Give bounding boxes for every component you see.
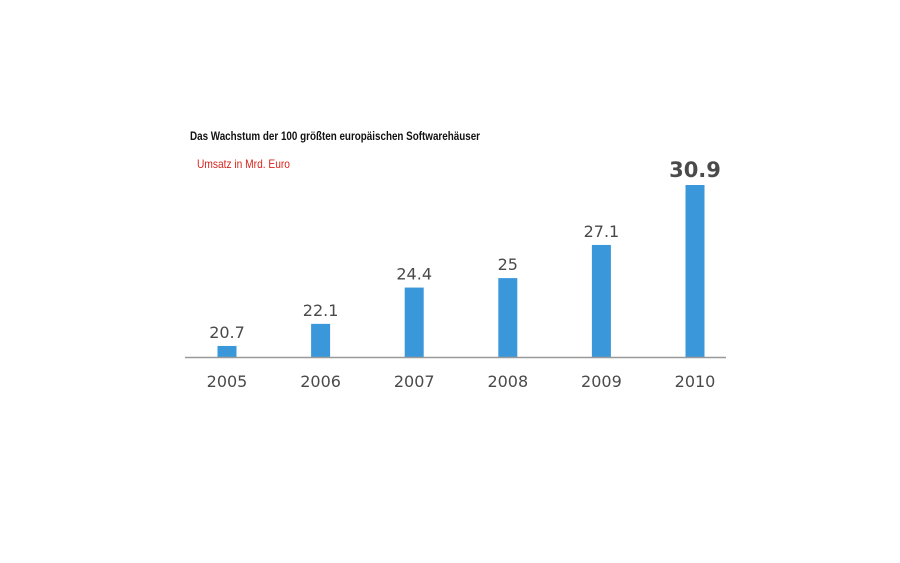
- x-tick-2008: 2008: [487, 372, 528, 391]
- x-tick-2010: 2010: [675, 372, 716, 391]
- bars-group: [217, 185, 705, 357]
- chart-subtitle: Umsatz in Mrd. Euro: [197, 157, 290, 171]
- value-label-2009: 27.1: [584, 222, 620, 241]
- value-label-2007: 24.4: [396, 265, 432, 284]
- x-tick-2005: 2005: [207, 372, 248, 391]
- bar-2006: [311, 323, 331, 357]
- bar-2005: [217, 345, 237, 357]
- chart-title: Das Wachstum der 100 größten europäische…: [190, 129, 480, 143]
- bar-2009: [591, 244, 611, 357]
- x-tick-labels-group: 2005 2006 2007 2008 2009 2010: [207, 372, 716, 391]
- value-labels-group: 20.7 22.1 24.4 25 27.1 30.9: [209, 158, 721, 342]
- bar-2010: [685, 185, 705, 357]
- value-label-2006: 22.1: [303, 301, 339, 320]
- x-tick-2009: 2009: [581, 372, 622, 391]
- x-tick-2006: 2006: [300, 372, 341, 391]
- value-label-2008: 25: [498, 255, 518, 274]
- value-label-2010: 30.9: [669, 158, 721, 182]
- bar-2007: [404, 287, 424, 357]
- x-tick-2007: 2007: [394, 372, 435, 391]
- bar-2008: [498, 278, 518, 357]
- value-label-2005: 20.7: [209, 323, 245, 342]
